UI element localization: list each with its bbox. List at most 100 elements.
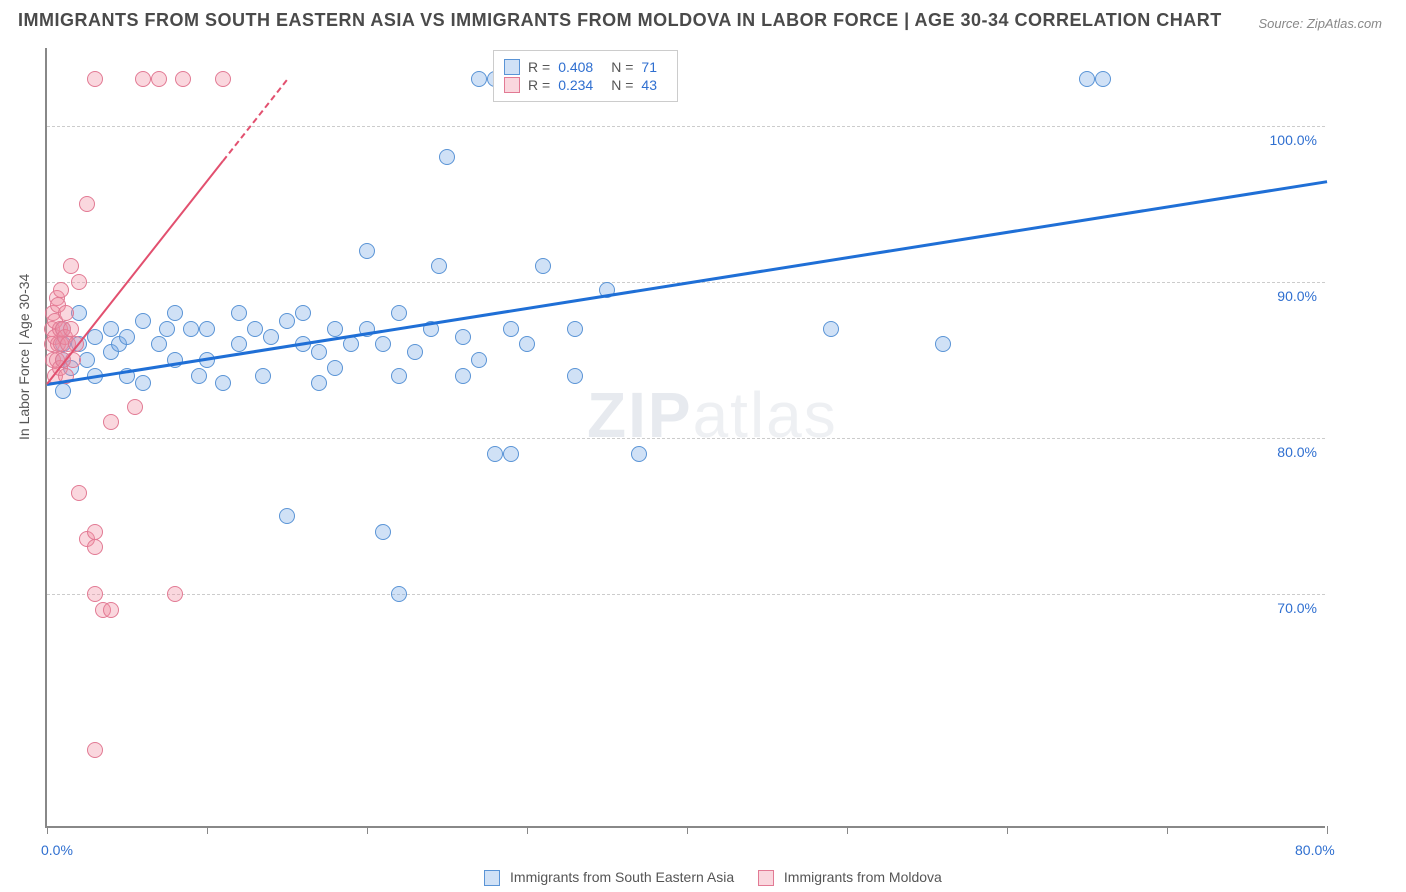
data-point-se_asia [391,368,407,384]
data-point-moldova [87,742,103,758]
data-point-moldova [167,586,183,602]
chart-title: IMMIGRANTS FROM SOUTH EASTERN ASIA VS IM… [18,10,1222,31]
data-point-moldova [58,305,74,321]
x-tick [1327,826,1328,834]
data-point-moldova [87,524,103,540]
data-point-moldova [53,282,69,298]
gridline-h [47,438,1325,439]
data-point-se_asia [503,446,519,462]
data-point-se_asia [631,446,647,462]
data-point-se_asia [215,375,231,391]
data-point-se_asia [135,375,151,391]
data-point-moldova [87,586,103,602]
y-axis-label: In Labor Force | Age 30-34 [16,274,32,440]
watermark: ZIPatlas [587,378,838,452]
data-point-moldova [71,274,87,290]
data-point-moldova [103,602,119,618]
data-point-moldova [103,414,119,430]
data-point-se_asia [79,352,95,368]
data-point-se_asia [567,321,583,337]
data-point-se_asia [375,336,391,352]
data-point-se_asia [279,508,295,524]
data-point-se_asia [343,336,359,352]
chart-source: Source: ZipAtlas.com [1258,16,1382,31]
data-point-moldova [79,196,95,212]
data-point-se_asia [439,149,455,165]
plot-area: ZIPatlas 70.0% 80.0% 90.0% 100.0% [45,48,1325,828]
legend-label-moldova: Immigrants from Moldova [784,869,942,885]
data-point-se_asia [359,243,375,259]
data-point-se_asia [167,305,183,321]
data-point-se_asia [935,336,951,352]
legend-swatch-se-asia [484,870,500,886]
gridline-h [47,594,1325,595]
data-point-se_asia [391,305,407,321]
legend-label-se-asia: Immigrants from South Eastern Asia [510,869,734,885]
data-point-moldova [151,71,167,87]
data-point-se_asia [471,352,487,368]
data-point-se_asia [151,336,167,352]
x-tick-label: 80.0% [1295,842,1335,858]
data-point-se_asia [263,329,279,345]
data-point-se_asia [231,305,247,321]
data-point-se_asia [247,321,263,337]
data-point-se_asia [279,313,295,329]
data-point-moldova [175,71,191,87]
data-point-se_asia [455,329,471,345]
data-point-se_asia [471,71,487,87]
stats-legend-row-se_asia: R =0.408N =71 [504,59,667,75]
y-tick-label: 80.0% [1277,444,1317,460]
data-point-se_asia [311,344,327,360]
x-tick [367,826,368,834]
watermark-bold: ZIP [587,379,693,451]
bottom-legend: Immigrants from South Eastern Asia Immig… [0,869,1406,886]
x-tick [687,826,688,834]
data-point-moldova [87,539,103,555]
y-tick-label: 90.0% [1277,288,1317,304]
data-point-moldova [127,399,143,415]
y-tick-label: 70.0% [1277,600,1317,616]
data-point-se_asia [375,524,391,540]
data-point-se_asia [519,336,535,352]
data-point-se_asia [327,321,343,337]
gridline-h [47,126,1325,127]
watermark-light: atlas [693,379,838,451]
data-point-moldova [63,258,79,274]
data-point-se_asia [1095,71,1111,87]
x-tick [1167,826,1168,834]
data-point-se_asia [295,305,311,321]
x-tick [847,826,848,834]
data-point-se_asia [199,321,215,337]
data-point-moldova [71,485,87,501]
data-point-se_asia [455,368,471,384]
data-point-se_asia [255,368,271,384]
data-point-se_asia [103,321,119,337]
swatch-moldova [504,77,520,93]
swatch-se_asia [504,59,520,75]
data-point-moldova [215,71,231,87]
data-point-se_asia [407,344,423,360]
data-point-se_asia [119,329,135,345]
data-point-se_asia [327,360,343,376]
stats-legend: R =0.408N =71 R =0.234N =43 [493,50,678,102]
data-point-moldova [63,321,79,337]
data-point-se_asia [503,321,519,337]
data-point-se_asia [311,375,327,391]
data-point-moldova [135,71,151,87]
x-tick [207,826,208,834]
data-point-se_asia [231,336,247,352]
trendline [47,181,1327,387]
x-tick [47,826,48,834]
trendline [222,80,288,162]
x-tick [527,826,528,834]
data-point-se_asia [55,383,71,399]
x-tick [1007,826,1008,834]
legend-swatch-moldova [758,870,774,886]
data-point-se_asia [183,321,199,337]
data-point-se_asia [1079,71,1095,87]
data-point-se_asia [135,313,151,329]
y-tick-label: 100.0% [1270,132,1317,148]
data-point-se_asia [431,258,447,274]
data-point-se_asia [823,321,839,337]
stats-legend-row-moldova: R =0.234N =43 [504,77,667,93]
